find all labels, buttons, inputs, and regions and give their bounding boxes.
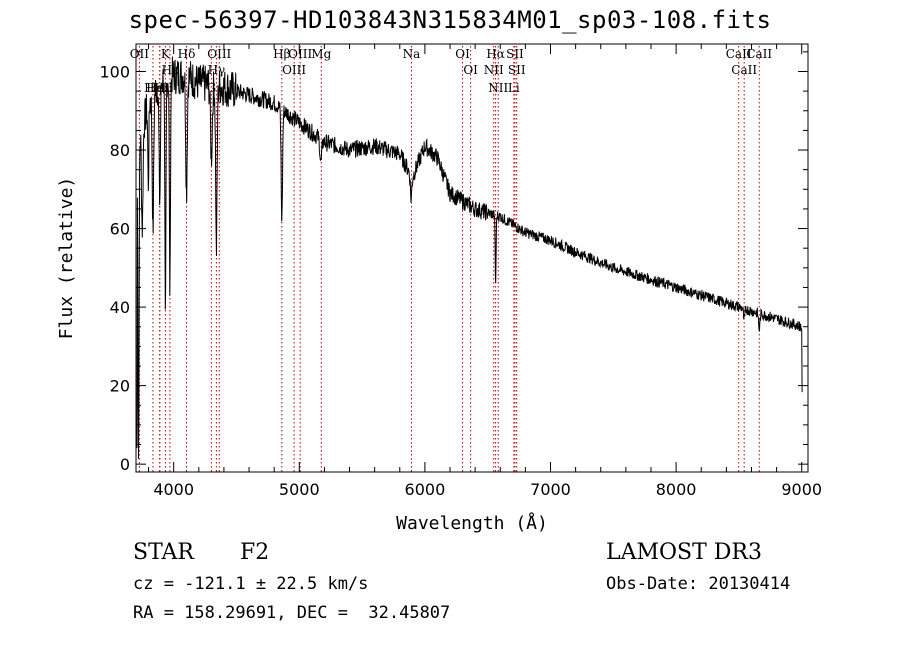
line-marker-label: NII (484, 63, 504, 77)
x-axis-label: Wavelength (Å) (396, 512, 548, 534)
line-marker-label: Hβ (273, 47, 290, 61)
object-class: STAR (133, 540, 194, 565)
obs-date-text: Obs-Date: 20130414 (606, 574, 791, 594)
y-axis-label: Flux (relative) (56, 177, 77, 340)
line-marker-label: NII (488, 81, 508, 95)
x-tick-label: 5000 (279, 480, 320, 499)
line-marker-label: SII (506, 47, 524, 61)
line-marker-label: OI (463, 63, 478, 77)
axis-tick-labels: 4000 5000 6000 7000 8000 9000 0 20 40 60 80 100 (99, 62, 822, 499)
line-marker-layer (138, 46, 760, 472)
line-marker-label: Hγ (208, 63, 226, 77)
spectral-subclass: F2 (240, 540, 270, 565)
y-tick-label: 20 (110, 377, 130, 396)
line-marker-label: OIII (288, 47, 312, 61)
y-tick-label: 60 (110, 220, 130, 239)
line-marker-label: H (155, 81, 165, 95)
x-tick-label: 8000 (656, 480, 697, 499)
line-marker-label: CaII (726, 47, 752, 61)
plot-frame (135, 43, 809, 473)
line-marker-label: OIII (207, 47, 231, 61)
line-marker-label: OI (455, 47, 470, 61)
line-marker-label: SII (508, 63, 526, 77)
line-marker-label: G (207, 81, 217, 95)
line-marker-label: OIII (282, 63, 306, 77)
survey-name: LAMOST DR3 (606, 540, 762, 565)
axis-ticks (136, 44, 808, 472)
x-tick-label: 6000 (405, 480, 446, 499)
line-marker-label: Na (403, 47, 421, 61)
line-marker-label: OII (130, 47, 150, 61)
line-marker-label: Hα (486, 47, 505, 61)
line-marker-label: CaII (731, 63, 757, 77)
chart-title: spec-56397-HD103843N315834M01_sp03-108.f… (128, 6, 772, 34)
y-tick-label: 0 (120, 455, 130, 474)
redshift-text: cz = -121.1 ± 22.5 km/s (133, 574, 369, 594)
y-tick-label: 80 (110, 141, 130, 160)
x-tick-label: 4000 (153, 480, 194, 499)
line-marker-label: Mg (311, 47, 331, 61)
radec-text: RA = 158.29691, DEC = 32.45807 (133, 603, 451, 623)
x-tick-label: 9000 (781, 480, 822, 499)
line-marker-label: CaII (746, 47, 772, 61)
spectrum-line (136, 56, 803, 459)
line-marker-label: Hδ (178, 47, 196, 61)
y-tick-label: 100 (99, 62, 130, 81)
y-tick-label: 40 (110, 298, 130, 317)
line-marker-label: Li (508, 81, 520, 95)
x-tick-label: 7000 (530, 480, 571, 499)
line-marker-label: K (161, 47, 171, 61)
